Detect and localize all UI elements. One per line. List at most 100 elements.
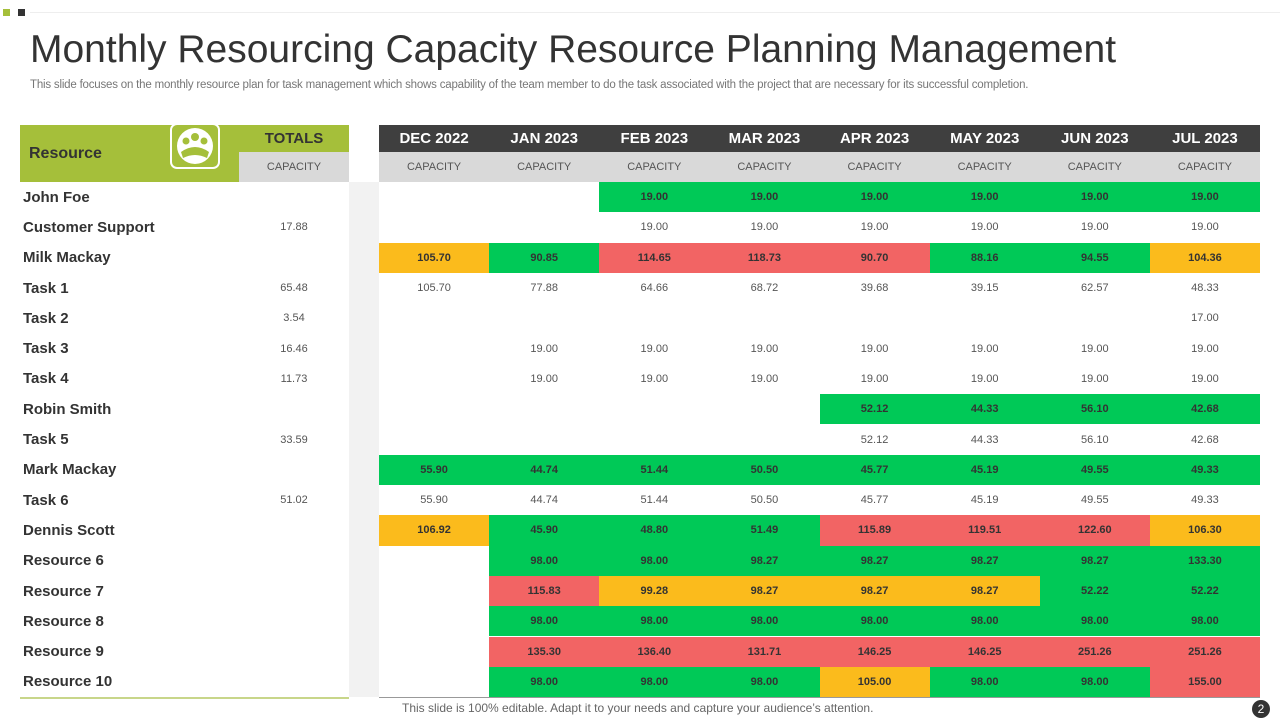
row-total: 17.88 bbox=[280, 221, 308, 234]
cell: 44.33 bbox=[970, 433, 999, 446]
cell: 114.65 bbox=[599, 242, 710, 273]
cell: 45.77 bbox=[819, 454, 930, 485]
cell: 55.90 bbox=[420, 494, 448, 507]
cell: 98.00 bbox=[819, 606, 930, 637]
subheader: CAPACITY bbox=[1039, 152, 1150, 182]
row-name: Milk Mackay bbox=[23, 249, 111, 267]
cell: 19.00 bbox=[970, 221, 999, 234]
cell: 49.55 bbox=[1039, 454, 1150, 485]
cell: 52.12 bbox=[819, 394, 930, 425]
cell: 19.00 bbox=[640, 221, 669, 234]
cell: 98.27 bbox=[929, 545, 1040, 576]
cell: 19.00 bbox=[1191, 342, 1219, 355]
cell: 19.00 bbox=[530, 342, 558, 355]
cell: 44.74 bbox=[489, 454, 600, 485]
cell: 104.36 bbox=[1149, 242, 1260, 273]
row-name: Resource 10 bbox=[23, 673, 113, 691]
cell: 90.85 bbox=[489, 242, 600, 273]
cell: 45.19 bbox=[970, 494, 999, 507]
top-rule bbox=[30, 12, 1280, 13]
cell: 56.10 bbox=[1081, 433, 1109, 446]
cell: 19.00 bbox=[1191, 372, 1219, 385]
cell: 49.55 bbox=[1081, 494, 1109, 507]
cell: 19.00 bbox=[1191, 221, 1219, 234]
cell: 19.00 bbox=[1081, 372, 1109, 385]
month-header: MAR 2023 bbox=[709, 125, 820, 152]
cell: 45.19 bbox=[929, 454, 1040, 485]
cell: 56.10 bbox=[1039, 394, 1150, 425]
cell: 19.00 bbox=[970, 372, 999, 385]
cell: 19.00 bbox=[599, 182, 710, 213]
month-header: APR 2023 bbox=[819, 125, 930, 152]
subheader: CAPACITY bbox=[489, 152, 600, 182]
row-total: 16.46 bbox=[280, 342, 308, 355]
cell: 17.00 bbox=[1191, 312, 1219, 325]
page-number: 2 bbox=[1252, 700, 1270, 718]
cell: 19.00 bbox=[1081, 342, 1109, 355]
cell: 105.00 bbox=[819, 666, 930, 698]
cell: 98.00 bbox=[489, 606, 600, 637]
cell: 44.74 bbox=[530, 494, 558, 507]
cell: 42.68 bbox=[1191, 433, 1219, 446]
cell: 146.25 bbox=[929, 636, 1040, 667]
cell: 118.73 bbox=[709, 242, 820, 273]
cell: 19.00 bbox=[750, 221, 779, 234]
cell: 19.00 bbox=[640, 372, 669, 385]
cell: 98.27 bbox=[929, 575, 1040, 607]
totals-header: TOTALS bbox=[239, 125, 349, 152]
cell: 51.44 bbox=[599, 454, 710, 485]
cell: 106.92 bbox=[379, 515, 490, 546]
subheader: CAPACITY bbox=[599, 152, 710, 182]
cell: 98.27 bbox=[819, 575, 930, 607]
cell: 39.68 bbox=[860, 282, 889, 295]
month-header: JUL 2023 bbox=[1149, 125, 1260, 152]
row-name: Mark Mackay bbox=[23, 461, 117, 479]
cell: 98.00 bbox=[1149, 606, 1260, 637]
cell: 136.40 bbox=[599, 636, 710, 667]
row-name: Resource 7 bbox=[23, 582, 104, 600]
cell: 251.26 bbox=[1149, 636, 1260, 667]
cell: 50.50 bbox=[750, 494, 779, 507]
row-name: Task 4 bbox=[23, 370, 69, 388]
cell: 19.00 bbox=[860, 372, 889, 385]
cell: 19.00 bbox=[709, 182, 820, 213]
subheader: CAPACITY bbox=[819, 152, 930, 182]
cell: 64.66 bbox=[640, 282, 669, 295]
cell: 94.55 bbox=[1039, 242, 1150, 273]
row-total: 11.73 bbox=[280, 372, 308, 385]
cell: 98.00 bbox=[599, 545, 710, 576]
row-name: Resource 8 bbox=[23, 612, 104, 630]
cell: 98.00 bbox=[489, 545, 600, 576]
cell: 19.00 bbox=[640, 342, 669, 355]
cell: 19.00 bbox=[1149, 182, 1260, 213]
row-name: Task 5 bbox=[23, 431, 69, 449]
month-header: DEC 2022 bbox=[379, 125, 490, 152]
cell: 105.70 bbox=[379, 242, 490, 273]
cell: 19.00 bbox=[1039, 182, 1150, 213]
title: Monthly Resourcing Capacity Resource Pla… bbox=[30, 28, 1117, 71]
cell: 19.00 bbox=[860, 221, 889, 234]
cell: 19.00 bbox=[750, 372, 779, 385]
cell: 98.00 bbox=[709, 606, 820, 637]
cell: 146.25 bbox=[819, 636, 930, 667]
row-total: 3.54 bbox=[283, 312, 305, 325]
cell: 45.90 bbox=[489, 515, 600, 546]
subheader: CAPACITY bbox=[709, 152, 820, 182]
cell: 99.28 bbox=[599, 575, 710, 607]
row-total: 65.48 bbox=[280, 282, 308, 295]
cell: 52.12 bbox=[860, 433, 889, 446]
subheader: CAPACITY bbox=[239, 152, 349, 182]
row-name: Resource 9 bbox=[23, 643, 104, 661]
cell: 135.30 bbox=[489, 636, 600, 667]
cell: 115.89 bbox=[819, 515, 930, 546]
cell: 155.00 bbox=[1149, 666, 1260, 698]
cell: 49.33 bbox=[1191, 494, 1219, 507]
row-name: Task 6 bbox=[23, 491, 69, 509]
row-name: Task 1 bbox=[23, 279, 69, 297]
cell: 52.22 bbox=[1149, 575, 1260, 607]
cell: 48.80 bbox=[599, 515, 710, 546]
footer-note: This slide is 100% editable. Adapt it to… bbox=[402, 701, 874, 715]
cell: 98.00 bbox=[1039, 606, 1150, 637]
subheader: CAPACITY bbox=[929, 152, 1040, 182]
